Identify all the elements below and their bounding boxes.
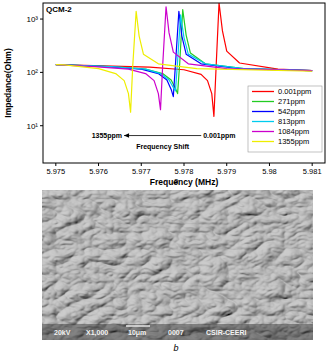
legend-entry: 0.001ppm <box>278 87 311 96</box>
series-line <box>56 10 312 94</box>
x-tick <box>141 163 142 166</box>
y-tick <box>40 72 43 73</box>
shift-arrow <box>124 135 201 136</box>
x-tick-label: 5.978 <box>175 167 194 176</box>
x-tick-label: 5.975 <box>46 167 65 176</box>
scale-bar <box>126 325 150 326</box>
sem-info: X1,000 <box>86 329 108 337</box>
y-tick-label: 10³ <box>26 15 38 24</box>
figure: 5.975 5.976 5.977 5.978 5.979 5.98 5.981 10¹ 10²… <box>0 0 330 354</box>
sem-info-bar <box>42 324 313 340</box>
panel-label: b <box>173 343 178 353</box>
sem-info: 10μm <box>128 329 146 337</box>
legend-entry: 542ppm <box>278 107 305 116</box>
legend-swatch <box>252 141 274 142</box>
x-tick <box>226 163 227 166</box>
x-tick <box>269 163 270 166</box>
y-tick-label: 10¹ <box>26 122 38 131</box>
x-tick <box>312 163 313 166</box>
sem-image <box>42 190 313 340</box>
plot-frame <box>43 3 325 163</box>
x-tick-label: 5.976 <box>89 167 108 176</box>
legend-entry: 1084ppm <box>278 127 309 136</box>
x-tick-label: 5.979 <box>217 167 236 176</box>
x-tick <box>55 163 56 166</box>
x-tick-label: 5.977 <box>132 167 151 176</box>
x-tick-label: 5.98 <box>262 167 277 176</box>
y-tick <box>40 125 43 126</box>
y-tick <box>40 19 43 20</box>
sem-info: 20kV <box>54 329 71 336</box>
legend-swatch <box>252 121 274 122</box>
legend-swatch <box>252 101 274 102</box>
x-tick-label: 5.981 <box>303 167 322 176</box>
legend-entry: 271ppm <box>278 97 305 106</box>
title: QCM-2 <box>46 5 72 14</box>
annotation: Frequency Shift <box>136 143 190 151</box>
x-axis-label: Frequency (MHz) <box>150 177 219 187</box>
legend-entry: 813ppm <box>278 117 305 126</box>
annotation: 1355ppm <box>92 132 122 140</box>
legend-swatch <box>252 91 274 92</box>
annotation: 0.001ppm <box>203 132 235 140</box>
panel-label: a <box>173 176 178 186</box>
x-tick <box>184 163 185 166</box>
legend-entry: 1355ppm <box>278 137 309 146</box>
y-tick-label: 10² <box>26 68 38 77</box>
sem-info: 0007 <box>168 329 184 336</box>
legend-swatch <box>252 111 274 112</box>
sem-info: CSIR-CEERI <box>206 329 247 336</box>
legend-box <box>248 86 322 152</box>
sem-base <box>42 190 313 340</box>
legend-swatch <box>252 131 274 132</box>
series-line <box>56 15 312 91</box>
series-line <box>56 11 312 96</box>
arrow-head <box>124 133 129 137</box>
x-tick <box>98 163 99 166</box>
y-axis-label: Impedance(Ohm) <box>3 48 13 118</box>
